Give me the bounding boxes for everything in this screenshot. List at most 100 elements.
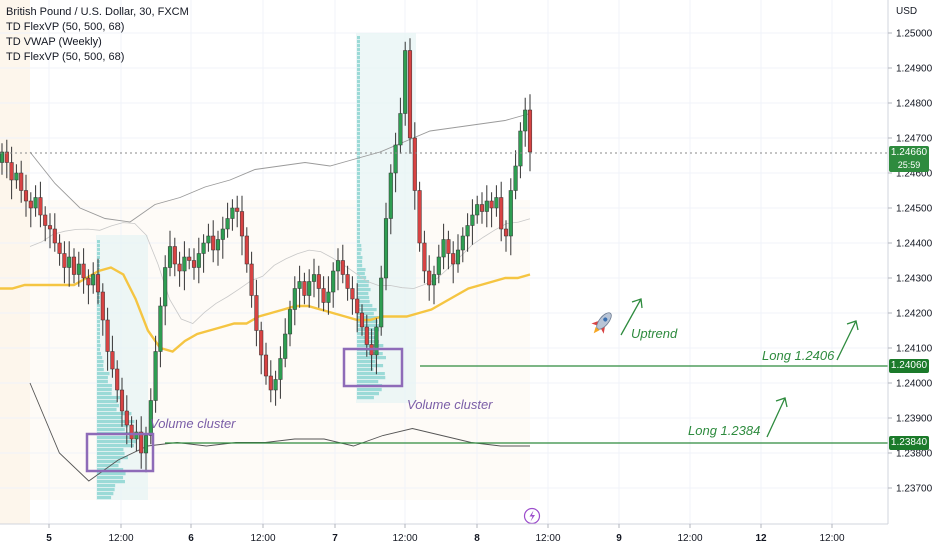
y-tick-label: 1.24400 [896,239,932,250]
profile-bar [97,304,100,308]
annotation-long-2: Long 1.2384 [688,423,760,438]
candle-down [489,200,494,209]
profile-bar [97,240,100,244]
candle-down [129,424,134,440]
profile-bar [357,296,370,300]
profile-bar [357,124,360,128]
profile-bar [357,388,382,392]
profile-bar [357,68,360,72]
profile-bar [357,368,374,372]
legend-symbol[interactable]: British Pound / U.S. Dollar, 30, FXCM [6,6,189,18]
candle-up [403,50,408,114]
profile-bar [97,380,108,384]
candle-up [196,253,201,268]
candle-down [451,253,456,265]
rocket-icon [591,312,612,334]
profile-bar [357,100,360,104]
candle-up [331,270,336,293]
price-axis[interactable]: 1.25000 1.24900 1.24800 1.24700 1.24600 1.245… [888,29,932,495]
candle-down [95,274,101,293]
candle-down [239,211,245,237]
profile-bar [97,464,119,468]
volume-cluster-box-2[interactable] [342,347,404,388]
candle-up [465,225,470,237]
level-price-tag-1: 1.24060 [889,359,929,373]
profile-bar [357,120,360,124]
profile-bar [357,380,379,384]
profile-bar [97,400,118,404]
profile-bar [357,196,360,200]
lightning-icon[interactable] [523,507,541,525]
profile-bar [357,108,360,112]
current-price-value: 1.24660 [890,147,928,158]
profile-bar [97,488,115,492]
profile-bar [357,312,374,316]
profile-bar [97,492,114,496]
candle-down [321,288,326,303]
x-tick-label: 5 [46,533,52,544]
candle-down [86,277,91,286]
profile-bar [97,392,112,396]
y-tick-label: 1.24500 [896,204,932,215]
candle-up [283,333,288,359]
candle-down [527,109,533,153]
candle-down [340,260,345,275]
candle-down [244,235,249,265]
annotation-cluster-2: Volume cluster [407,397,493,412]
candle-down [71,256,77,275]
volume-cluster-box-1[interactable] [85,432,155,473]
profile-bar [357,132,360,136]
profile-bar [97,336,100,340]
x-tick-label: 12:00 [677,533,702,544]
y-tick-label: 1.24200 [896,309,932,320]
profile-bar [357,364,384,368]
y-tick-label: 1.24900 [896,64,932,75]
profile-bar [357,224,360,228]
profile-bar [357,180,360,184]
candle-down [268,375,273,391]
candle-down [172,246,177,265]
candle-down [177,263,182,272]
chart-legend[interactable]: British Pound / U.S. Dollar, 30, FXCM TD… [6,5,189,65]
time-axis[interactable]: 5 12:00 6 12:00 7 12:00 8 12:00 9 12:00 12 12:00 [46,524,845,544]
profile-bar [357,148,360,152]
uptrend-arrow [620,298,643,336]
candle-up [436,256,441,275]
legend-indicator-2[interactable]: TD VWAP (Weekly) [6,36,102,48]
profile-bar [357,60,360,64]
profile-bar [97,340,100,344]
annotation-cluster-1: Volume cluster [150,416,236,431]
profile-bar [357,232,360,236]
candle-down [422,242,427,272]
profile-bar [97,244,100,248]
profile-bar [357,40,360,44]
profile-bar [357,264,363,268]
profile-bar [357,304,373,308]
profile-bar [357,56,360,60]
legend-indicator-1[interactable]: TD FlexVP (50, 500, 68) [6,21,125,33]
profile-bar [357,188,360,192]
candle-down [499,197,504,230]
profile-bar [357,228,360,232]
candle-up [431,274,437,286]
candle-down [38,197,43,216]
profile-bar [97,408,117,412]
profile-bar [357,376,386,380]
candle-up [460,235,465,251]
candle-down [191,260,197,268]
profile-bar [97,252,100,256]
upper-band [29,113,531,223]
candle-up [33,197,38,209]
profile-bar [357,128,360,132]
profile-bar [97,316,100,320]
candle-down [407,50,413,139]
candle-down [47,225,53,230]
profile-bar [357,360,376,364]
legend-indicator-3[interactable]: TD FlexVP (50, 500, 68) [6,51,125,63]
candle-down [446,239,451,254]
profile-bar [97,472,126,476]
profile-bar [357,184,360,188]
profile-bar [357,288,371,292]
profile-bar [97,440,137,444]
